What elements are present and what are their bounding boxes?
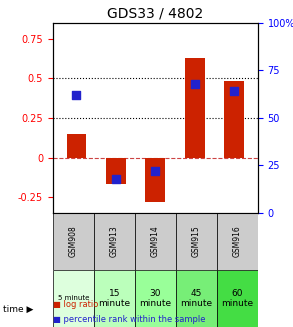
Text: 5 minute: 5 minute [57,296,89,301]
FancyBboxPatch shape [53,270,94,327]
FancyBboxPatch shape [135,270,176,327]
FancyBboxPatch shape [135,213,176,270]
Bar [145,158,165,202]
Text: time ▶: time ▶ [3,304,33,314]
Text: 30
minute: 30 minute [139,289,171,308]
Text: ■ log ratio: ■ log ratio [53,300,98,309]
Point [232,89,236,94]
Bar [106,158,126,184]
Point [193,81,197,86]
FancyBboxPatch shape [217,270,258,327]
Text: 60
minute: 60 minute [221,289,253,308]
Bar [67,134,86,158]
Text: GSM916: GSM916 [233,226,242,257]
Bar [185,58,205,158]
Text: 15
minute: 15 minute [98,289,130,308]
Text: GSM915: GSM915 [192,226,201,257]
FancyBboxPatch shape [217,213,258,270]
Point [74,93,79,98]
Text: GSM914: GSM914 [151,226,160,257]
FancyBboxPatch shape [94,270,135,327]
FancyBboxPatch shape [176,270,217,327]
FancyBboxPatch shape [53,213,94,270]
FancyBboxPatch shape [176,213,217,270]
Title: GDS33 / 4802: GDS33 / 4802 [107,6,203,20]
Point [113,176,118,181]
Text: 45
minute: 45 minute [180,289,212,308]
Text: ■ percentile rank within the sample: ■ percentile rank within the sample [53,315,205,324]
Text: GSM908: GSM908 [69,226,78,257]
FancyBboxPatch shape [94,213,135,270]
Bar [224,81,244,158]
Text: GSM913: GSM913 [110,226,119,257]
Point [153,168,158,174]
